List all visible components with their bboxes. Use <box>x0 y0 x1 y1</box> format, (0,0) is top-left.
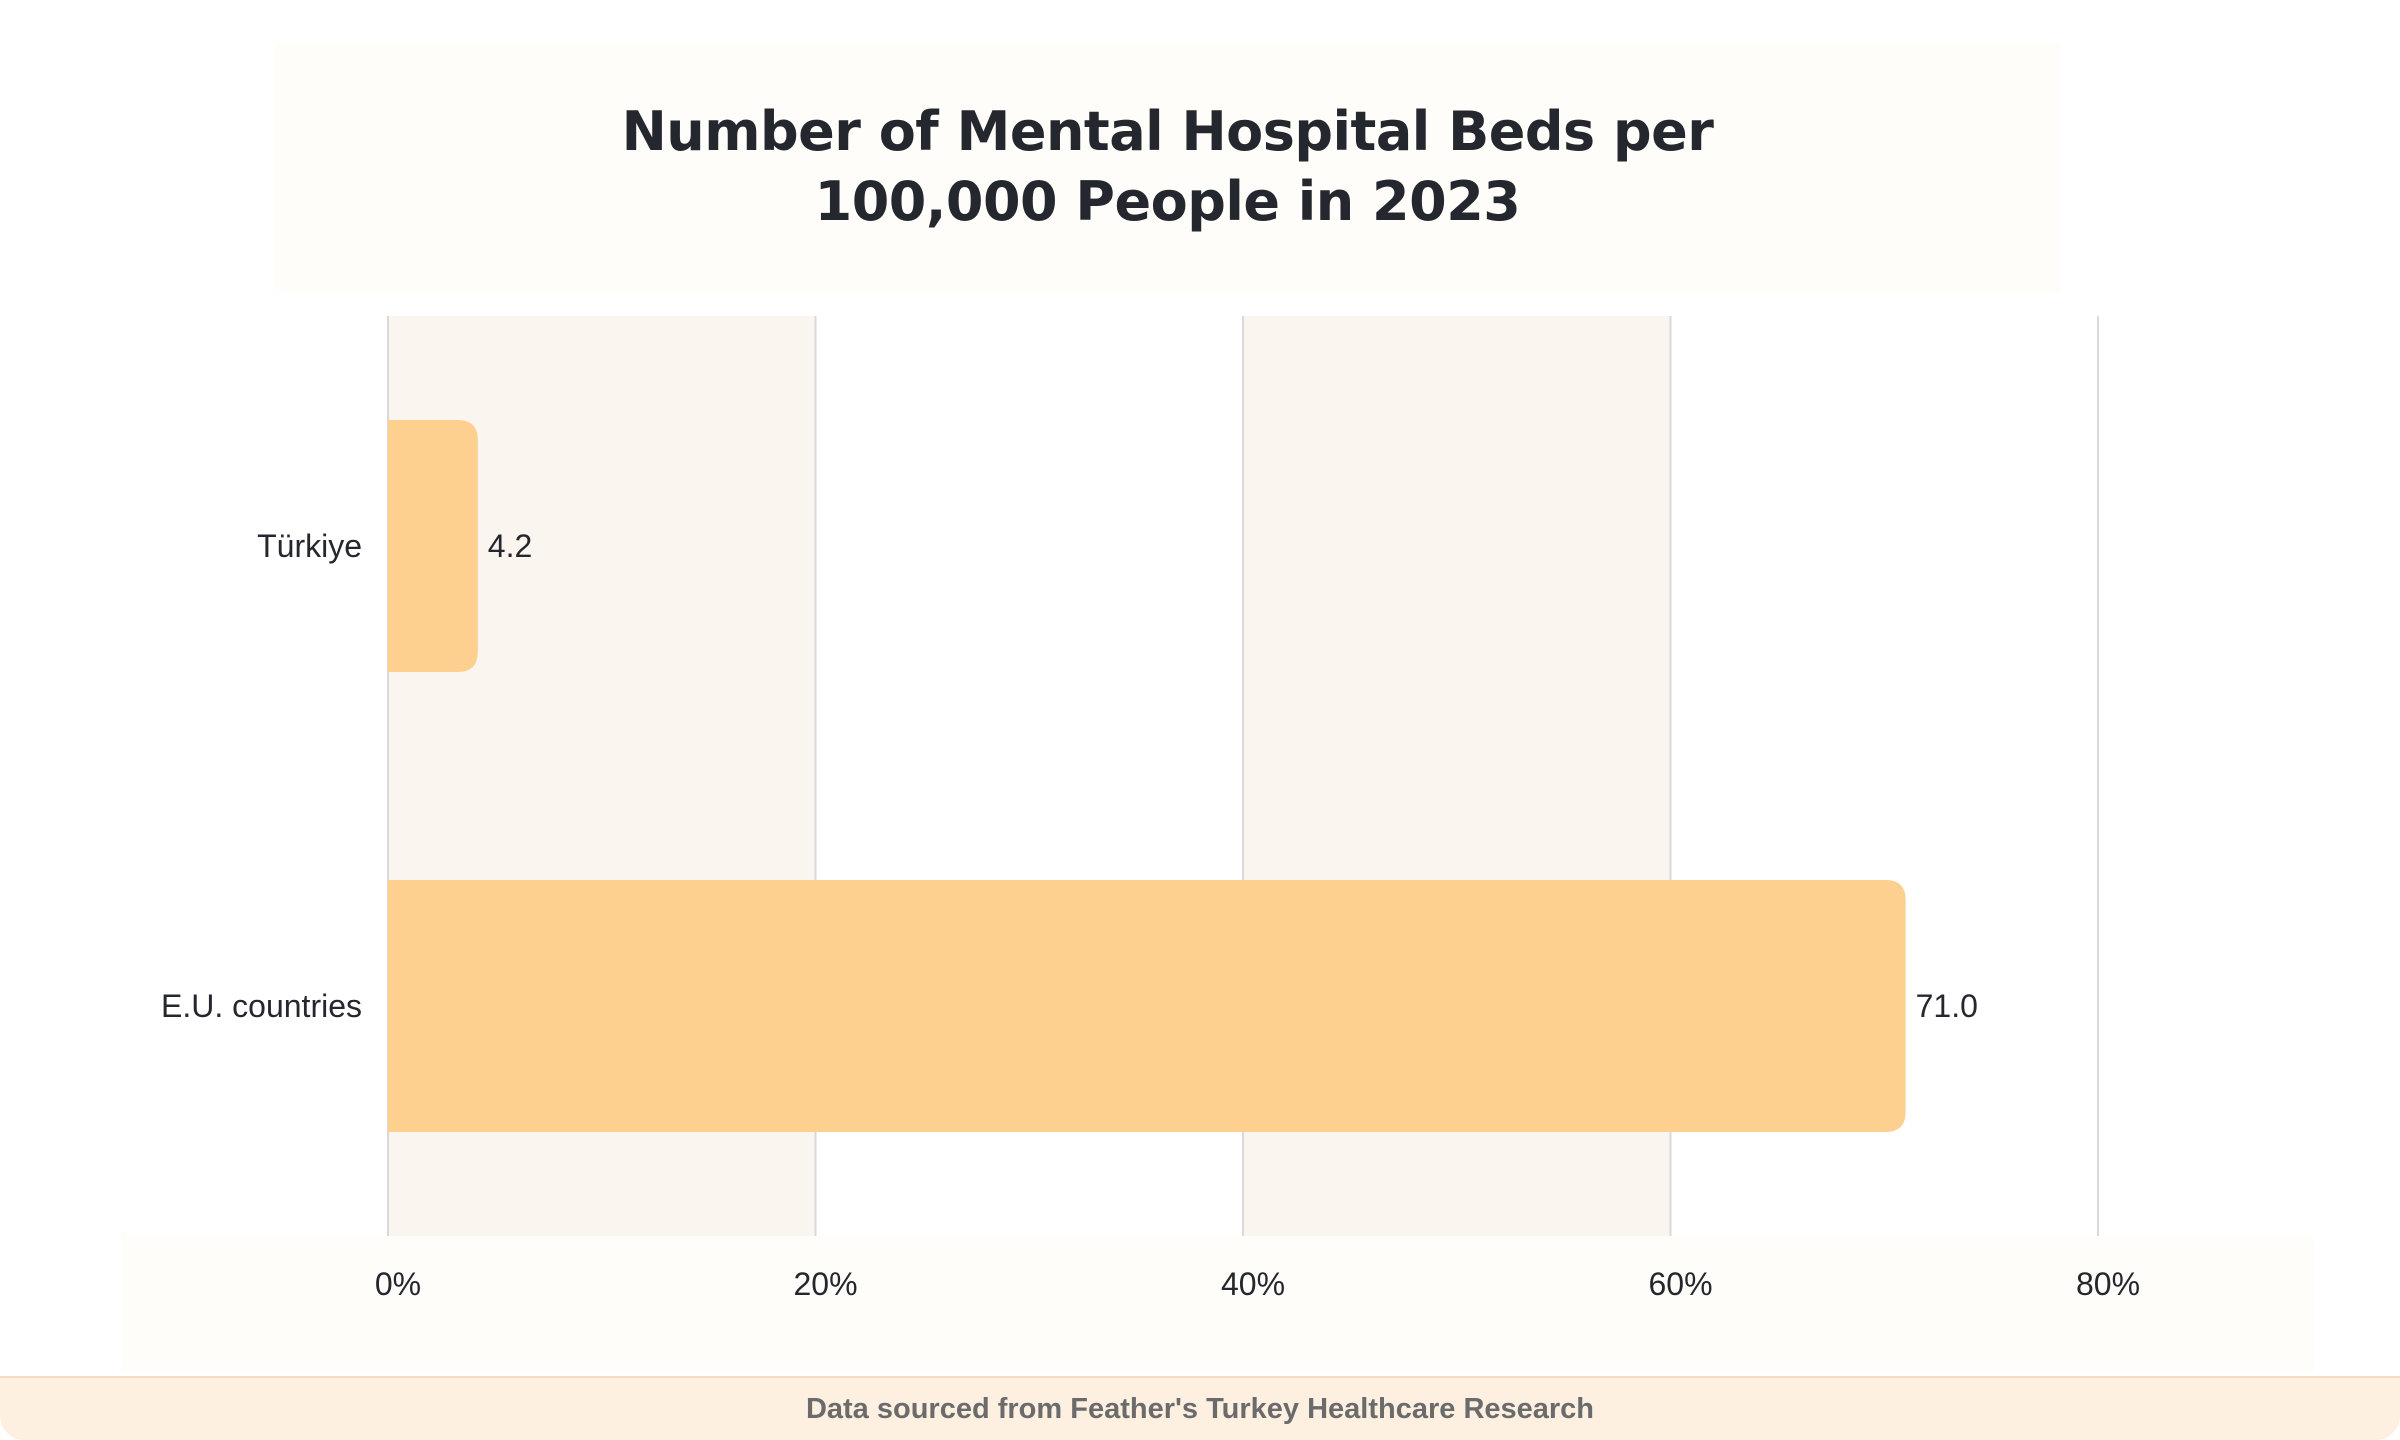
category-label: E.U. countries <box>161 988 362 1024</box>
source-footer: Data sourced from Feather's Turkey Healt… <box>0 1376 2400 1440</box>
x-tick-label: 40% <box>1221 1266 1285 1302</box>
x-axis-panel <box>122 1234 2314 1372</box>
data-label: 4.2 <box>488 528 532 564</box>
bar <box>388 420 478 672</box>
x-tick-label: 80% <box>2076 1266 2140 1302</box>
source-note: Data sourced from Feather's Turkey Healt… <box>805 1392 1595 1425</box>
chart-title-panel: Number of Mental Hospital Beds per 100,0… <box>275 42 2060 292</box>
data-label: 71.0 <box>1916 988 1978 1024</box>
x-tick-label: 20% <box>793 1266 857 1302</box>
x-tick-label: 60% <box>1648 1266 1712 1302</box>
x-tick-label: 0% <box>375 1266 421 1302</box>
chart-title: Number of Mental Hospital Beds per 100,0… <box>621 100 1714 233</box>
bar <box>388 880 1906 1132</box>
category-label: Türkiye <box>257 528 362 564</box>
